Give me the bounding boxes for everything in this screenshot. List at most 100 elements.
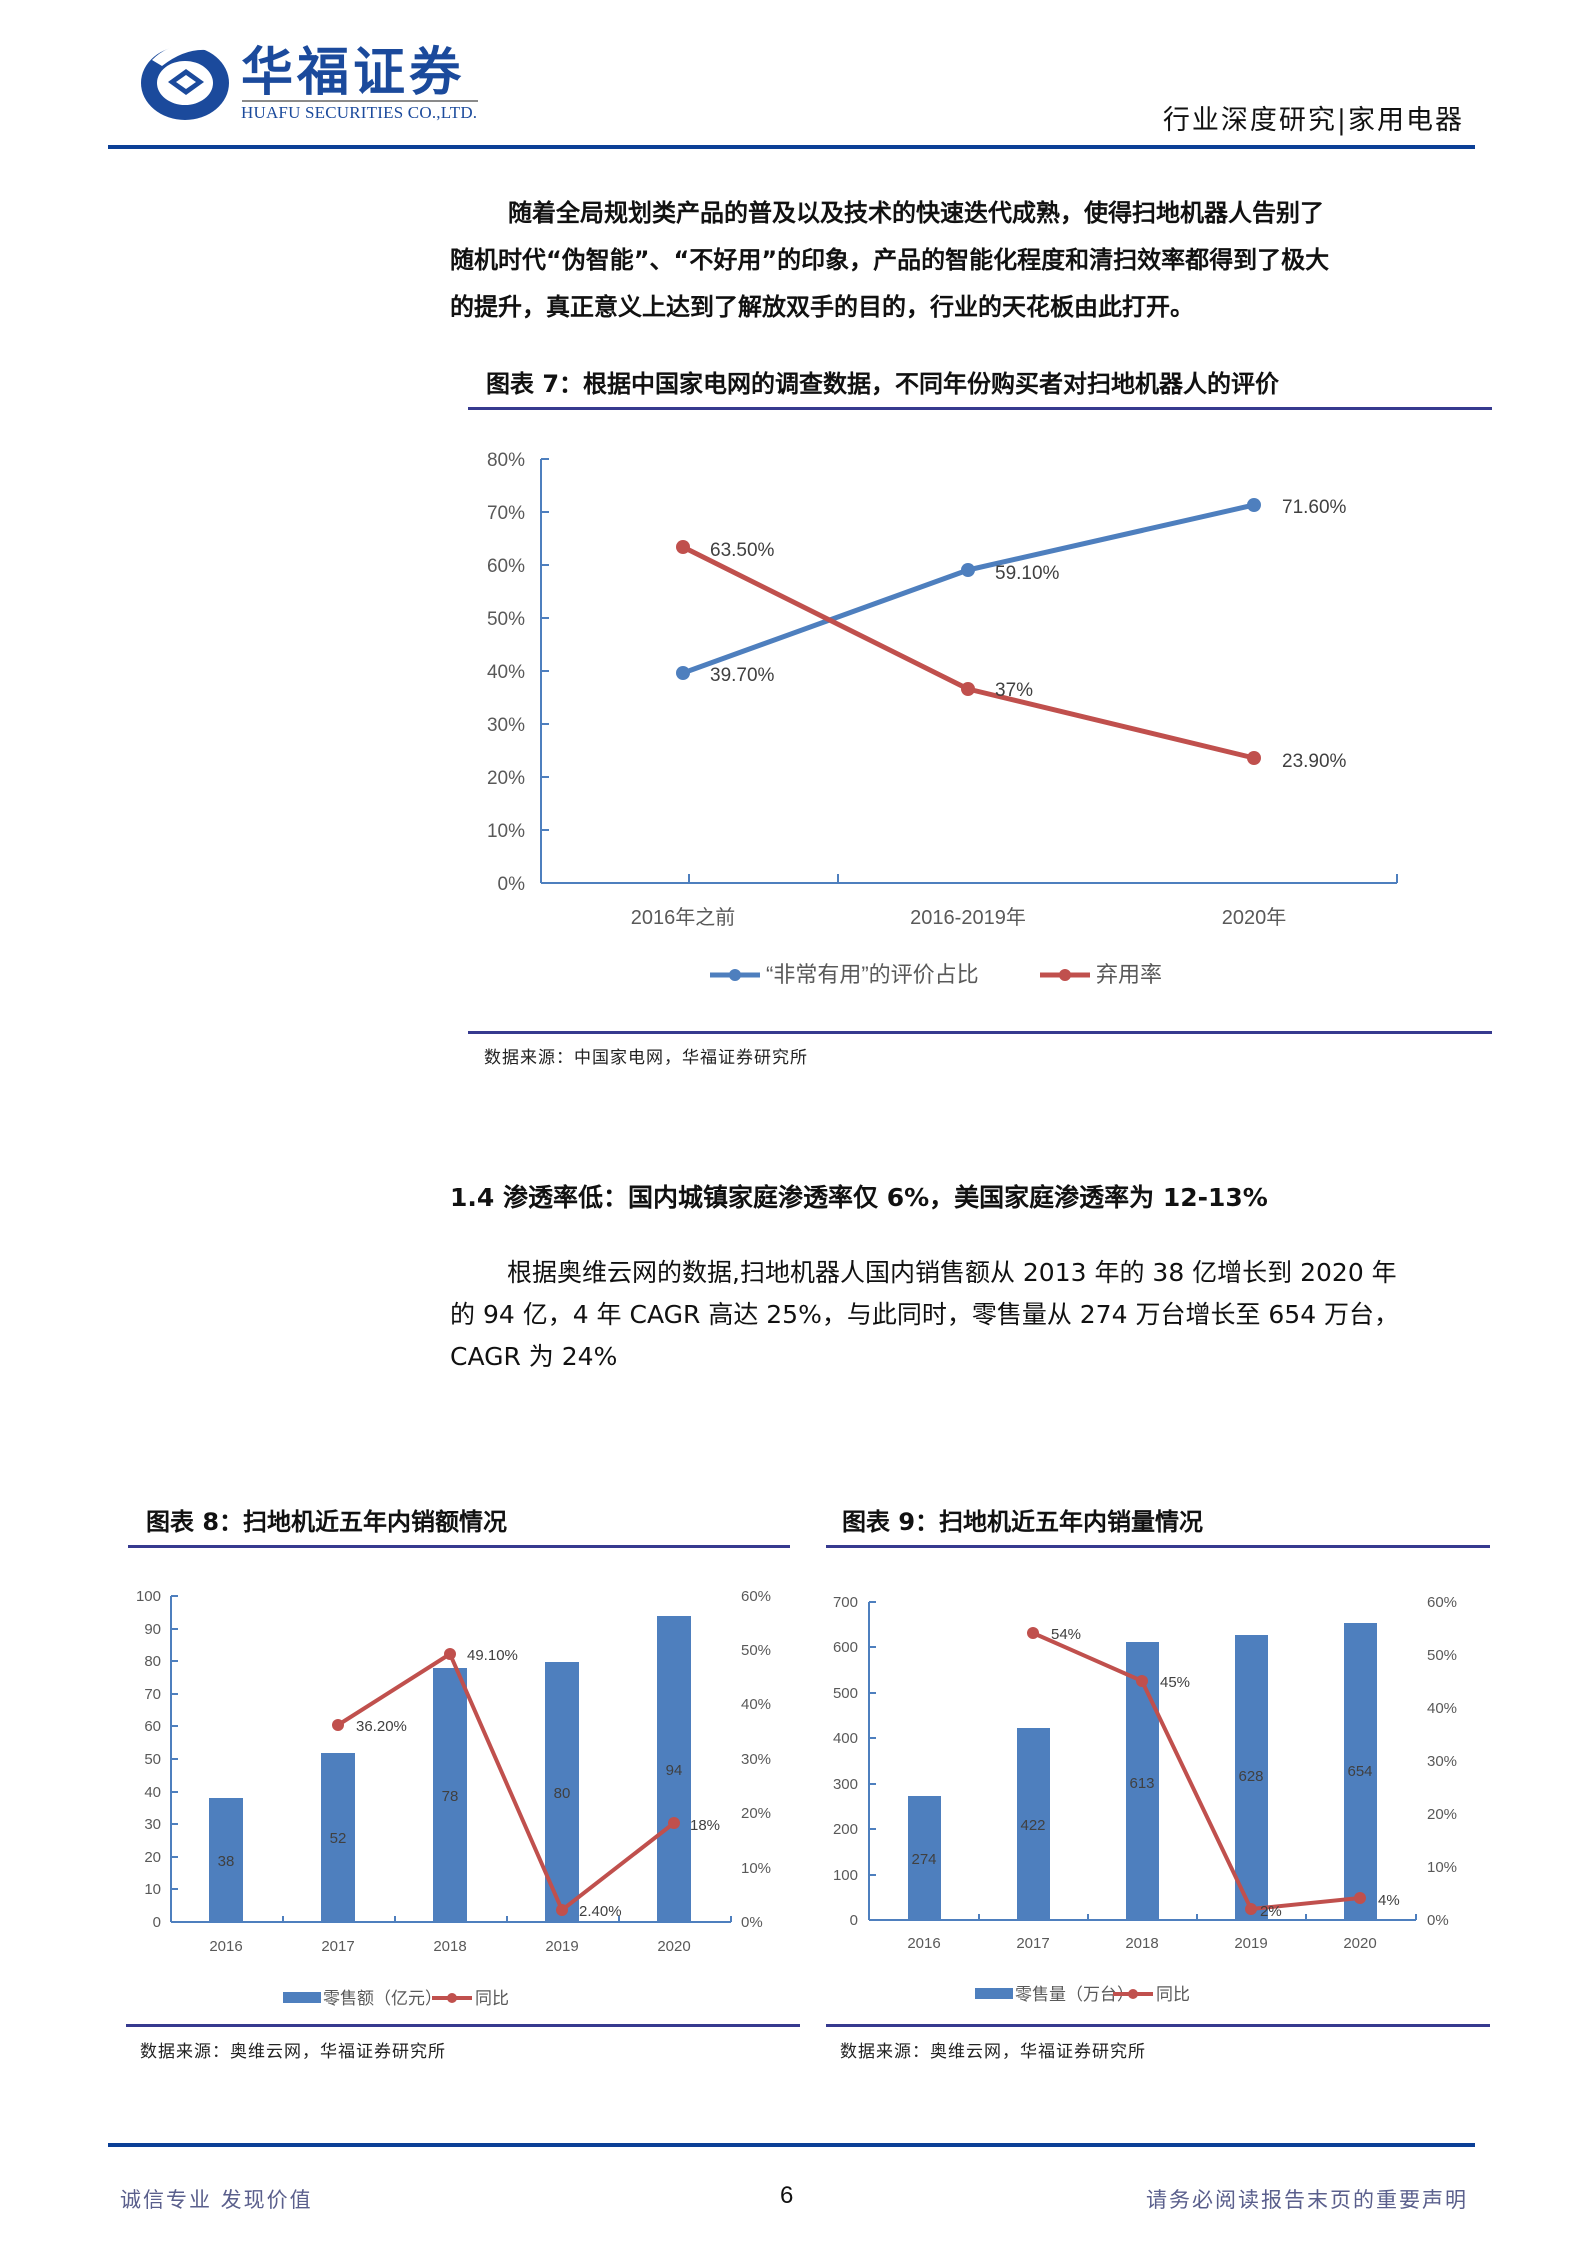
figure7-source: 数据来源：中国家电网，华福证券研究所 [484, 1048, 808, 1068]
y-tick-label: 100 [136, 1588, 161, 1605]
x-category-label: 2018 [1125, 1935, 1158, 1952]
figure8-legend: 零售额（亿元） 同比 [283, 1989, 509, 2008]
legend-label: 零售量（万台） [1015, 1985, 1134, 2004]
figure9-title: 图表 9：扫地机近五年内销量情况 [842, 1508, 1204, 1536]
x-category-label: 2019 [1234, 1935, 1267, 1952]
y-tick-label: 0% [498, 874, 526, 895]
bar [433, 1668, 467, 1922]
y-tick-label: 10% [487, 821, 525, 842]
line-value-label: 45% [1160, 1674, 1190, 1691]
y-tick-label: 600 [833, 1639, 858, 1656]
bar [321, 1753, 355, 1922]
data-label: 37% [995, 680, 1033, 701]
bar [908, 1796, 941, 1920]
line-value-label: 2% [1260, 1903, 1282, 1920]
line-value-label: 36.20% [356, 1718, 407, 1735]
figure9-source-rule [826, 2024, 1490, 2027]
y-tick-label: 0 [850, 1912, 858, 1929]
y-tick-label: 300 [833, 1776, 858, 1793]
figure8-title-rule [128, 1545, 790, 1548]
bar-value-label: 80 [554, 1785, 571, 1802]
y-tick-label: 40% [487, 662, 525, 683]
figure7-x-axis [541, 874, 1398, 884]
legend-bar-swatch-icon [975, 1988, 1013, 1999]
page-number: 6 [780, 2182, 794, 2209]
y2-tick-label: 20% [741, 1805, 771, 1822]
legend-label: 同比 [1156, 1985, 1190, 2004]
bar-value-label: 422 [1020, 1817, 1045, 1834]
figure9-axes [868, 1601, 1417, 1921]
y2-tick-label: 40% [1427, 1700, 1457, 1717]
data-label: 59.10% [995, 563, 1060, 584]
figure8-bars [209, 1616, 691, 1922]
y-tick-label: 100 [833, 1867, 858, 1884]
figure9-yoy-line [1027, 1627, 1366, 1915]
line-value-label: 18% [690, 1817, 720, 1834]
bar-value-label: 94 [666, 1762, 683, 1779]
bar [545, 1662, 579, 1922]
y-tick-label: 500 [833, 1685, 858, 1702]
figure8-axes [170, 1595, 732, 1923]
footer-slogan: 诚信专业 发现价值 [120, 2188, 313, 2212]
legend-label: 同比 [475, 1989, 509, 2008]
y2-tick-label: 50% [741, 1642, 771, 1659]
x-category-label: 2017 [321, 1938, 354, 1955]
bar [1344, 1623, 1377, 1920]
y-tick-label: 400 [833, 1730, 858, 1747]
y-tick-label: 60 [144, 1718, 161, 1735]
y-tick-label: 50% [487, 609, 525, 630]
x-category-label: 2016-2019年 [910, 906, 1026, 929]
y2-tick-label: 0% [741, 1914, 763, 1931]
bar-value-label: 628 [1238, 1768, 1263, 1785]
legend-label: 零售额（亿元） [323, 1989, 442, 2008]
y-tick-label: 80% [487, 450, 525, 471]
y2-tick-label: 10% [1427, 1859, 1457, 1876]
line-value-label: 4% [1378, 1892, 1400, 1909]
y-tick-label: 10 [144, 1881, 161, 1898]
y-tick-label: 700 [833, 1594, 858, 1611]
figure8-combo-chart: 100 90 80 70 60 50 40 30 20 10 0 60% 50%… [136, 1588, 771, 2008]
bar-value-label: 654 [1347, 1763, 1372, 1780]
figure7-line-chart: 80% 70% 60% 50% 40% 30% 20% 10% 0% 2016年… [487, 450, 1398, 987]
bar-value-label: 274 [911, 1851, 936, 1868]
y-tick-label: 30% [487, 715, 525, 736]
x-category-label: 2020 [657, 1938, 690, 1955]
bar-value-label: 613 [1129, 1775, 1154, 1792]
legend-label: “非常有用”的评价占比 [766, 962, 979, 987]
bar [1126, 1642, 1159, 1920]
data-label: 39.70% [710, 665, 775, 686]
x-category-label: 2019 [545, 1938, 578, 1955]
logo-emblem-icon [141, 44, 229, 120]
figure7-source-rule [468, 1031, 1492, 1034]
x-category-label: 2020年 [1222, 906, 1287, 929]
legend-marker-icon [1059, 969, 1071, 981]
bar-value-label: 38 [218, 1853, 235, 1870]
figure7-legend: “非常有用”的评价占比 弃用率 [710, 962, 1162, 987]
x-category-label: 2016年之前 [631, 906, 736, 929]
paragraph-line: 的提升，真正意义上达到了解放双手的目的，行业的天花板由此打开。 [450, 293, 1194, 321]
y-tick-label: 20 [144, 1849, 161, 1866]
paragraph-line: 根据奥维云网的数据,扫地机器人国内销售额从 2013 年的 38 亿增长到 20… [507, 1258, 1397, 1287]
company-logo: 华福证券 HUAFU SECURITIES CO.,LTD. [138, 36, 528, 128]
figure8-yoy-line [332, 1648, 680, 1916]
data-label: 71.60% [1282, 497, 1347, 518]
legend-marker-icon [1128, 1989, 1138, 1999]
y2-tick-label: 60% [741, 1588, 771, 1605]
bar [209, 1798, 243, 1922]
x-category-label: 2017 [1016, 1935, 1049, 1952]
series-abandon-rate [676, 540, 1261, 765]
y-tick-label: 200 [833, 1821, 858, 1838]
line-value-label: 54% [1051, 1626, 1081, 1643]
bar [1017, 1728, 1050, 1920]
footer-rule [108, 2143, 1475, 2147]
section-paragraph: 根据奥维云网的数据,扫地机器人国内销售额从 2013 年的 38 亿增长到 20… [450, 1252, 1399, 1378]
line-value-label: 2.40% [579, 1903, 622, 1920]
y-tick-label: 50 [144, 1751, 161, 1768]
y-tick-label: 70 [144, 1686, 161, 1703]
y-tick-label: 20% [487, 768, 525, 789]
x-category-label: 2020 [1343, 1935, 1376, 1952]
section-heading: 1.4 渗透率低：国内城镇家庭渗透率仅 6%，美国家庭渗透率为 12-13% [450, 1183, 1268, 1212]
figure7-y-axis [540, 458, 549, 883]
figure8-title: 图表 8：扫地机近五年内销额情况 [146, 1508, 508, 1536]
y2-tick-label: 30% [741, 1751, 771, 1768]
